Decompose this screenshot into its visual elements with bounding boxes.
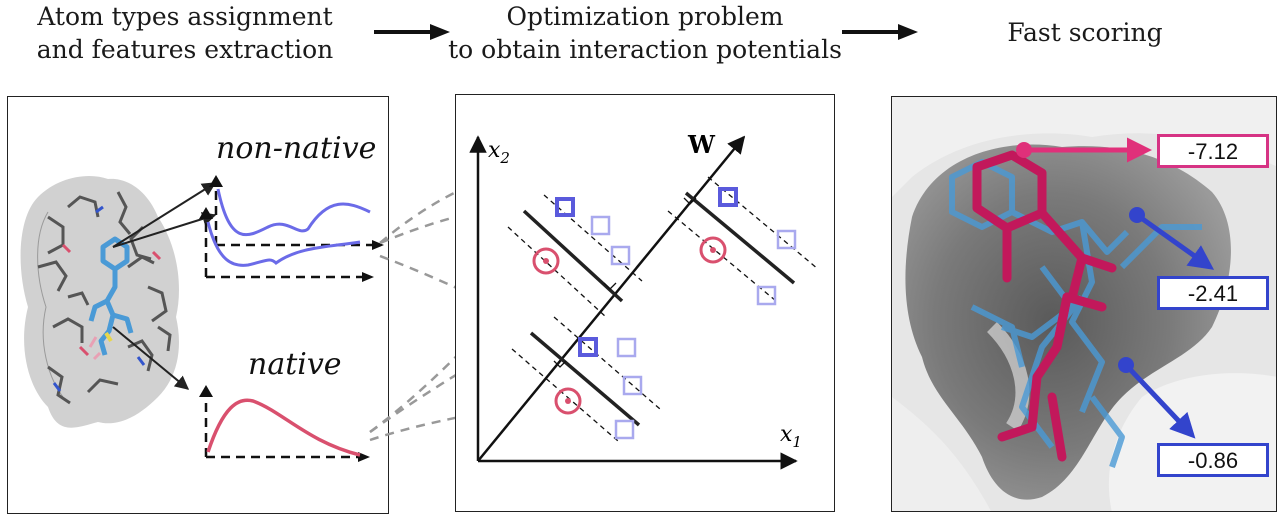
native-points [532, 236, 727, 415]
step-1-title: Atom types assignment and features extra… [0, 0, 370, 66]
step-2-title: Optimization problem to obtain interacti… [440, 0, 850, 66]
step-1-line1: Atom types assignment [37, 2, 333, 31]
native-label: native [248, 347, 342, 382]
step-3-line1: Fast scoring [1007, 18, 1163, 47]
step-arrow-1 [374, 24, 450, 40]
protein-sticks [37, 191, 172, 405]
binding-pocket [905, 144, 1231, 500]
score-box-2: -2.41 [1157, 276, 1269, 310]
features-panel: non-native native [7, 96, 389, 514]
score-box-1: -7.12 [1157, 134, 1269, 168]
ligand-magenta [972, 150, 1117, 462]
w-label: W [687, 130, 716, 159]
native-curve [206, 398, 361, 457]
w-vector [477, 135, 746, 462]
nonnative-label: non-native [216, 131, 377, 166]
ligand [88, 236, 134, 356]
score-box-3: -0.86 [1157, 443, 1269, 477]
separating-lines [522, 191, 796, 427]
nonnative-curve-1 [216, 188, 371, 237]
x2-label: x2 [488, 138, 510, 167]
score-arrow-2 [1135, 212, 1215, 270]
nonnative-axes [204, 183, 378, 279]
step-2-line2: to obtain interaction potentials [448, 35, 842, 64]
native-axes [204, 393, 364, 459]
nonnative-points [555, 187, 797, 440]
step-arrow-2 [842, 24, 918, 40]
optimization-panel: W x2 x1 [455, 94, 835, 512]
step-1-line2: and features extraction [36, 35, 334, 64]
optimization-diagram: W x2 x1 [469, 130, 819, 470]
x1-label: x1 [780, 422, 802, 451]
step-2-line1: Optimization problem [506, 2, 784, 31]
step-3-title: Fast scoring [960, 16, 1210, 49]
score-arrow-3 [1124, 363, 1196, 439]
margin-lines [507, 176, 819, 442]
features-diagram [20, 175, 384, 462]
nonnative-curve-2 [206, 221, 361, 267]
